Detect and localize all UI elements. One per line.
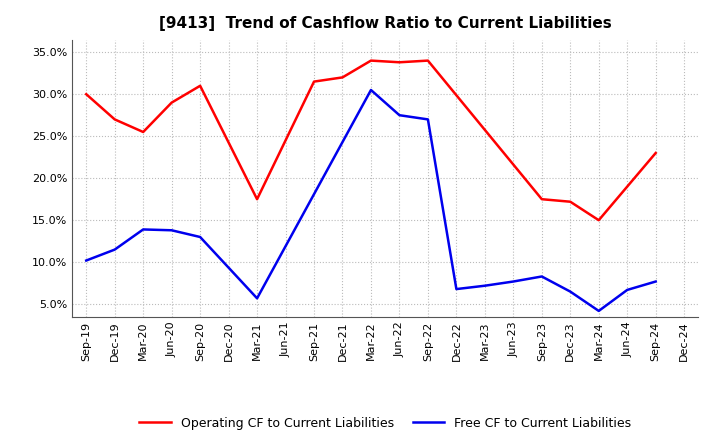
- Title: [9413]  Trend of Cashflow Ratio to Current Liabilities: [9413] Trend of Cashflow Ratio to Curren…: [159, 16, 611, 32]
- Free CF to Current Liabilities: [480, 283, 489, 288]
- Free CF to Current Liabilities: [623, 287, 631, 293]
- Operating CF to Current Liabilities: [395, 60, 404, 65]
- Free CF to Current Liabilities: [423, 117, 432, 122]
- Free CF to Current Liabilities: [167, 227, 176, 233]
- Free CF to Current Liabilities: [395, 113, 404, 118]
- Operating CF to Current Liabilities: [338, 75, 347, 80]
- Free CF to Current Liabilities: [652, 279, 660, 284]
- Operating CF to Current Liabilities: [652, 150, 660, 156]
- Free CF to Current Liabilities: [366, 88, 375, 93]
- Operating CF to Current Liabilities: [423, 58, 432, 63]
- Operating CF to Current Liabilities: [253, 197, 261, 202]
- Free CF to Current Liabilities: [537, 274, 546, 279]
- Operating CF to Current Liabilities: [310, 79, 318, 84]
- Operating CF to Current Liabilities: [196, 83, 204, 88]
- Free CF to Current Liabilities: [509, 279, 518, 284]
- Operating CF to Current Liabilities: [537, 197, 546, 202]
- Operating CF to Current Liabilities: [366, 58, 375, 63]
- Free CF to Current Liabilities: [452, 286, 461, 292]
- Free CF to Current Liabilities: [566, 289, 575, 294]
- Free CF to Current Liabilities: [110, 247, 119, 252]
- Free CF to Current Liabilities: [253, 296, 261, 301]
- Free CF to Current Liabilities: [595, 308, 603, 314]
- Line: Operating CF to Current Liabilities: Operating CF to Current Liabilities: [86, 61, 656, 220]
- Operating CF to Current Liabilities: [82, 92, 91, 97]
- Legend: Operating CF to Current Liabilities, Free CF to Current Liabilities: Operating CF to Current Liabilities, Fre…: [135, 412, 636, 435]
- Operating CF to Current Liabilities: [139, 129, 148, 135]
- Free CF to Current Liabilities: [82, 258, 91, 263]
- Operating CF to Current Liabilities: [566, 199, 575, 204]
- Free CF to Current Liabilities: [196, 235, 204, 240]
- Operating CF to Current Liabilities: [595, 217, 603, 223]
- Line: Free CF to Current Liabilities: Free CF to Current Liabilities: [86, 90, 656, 311]
- Free CF to Current Liabilities: [139, 227, 148, 232]
- Operating CF to Current Liabilities: [110, 117, 119, 122]
- Operating CF to Current Liabilities: [167, 100, 176, 105]
